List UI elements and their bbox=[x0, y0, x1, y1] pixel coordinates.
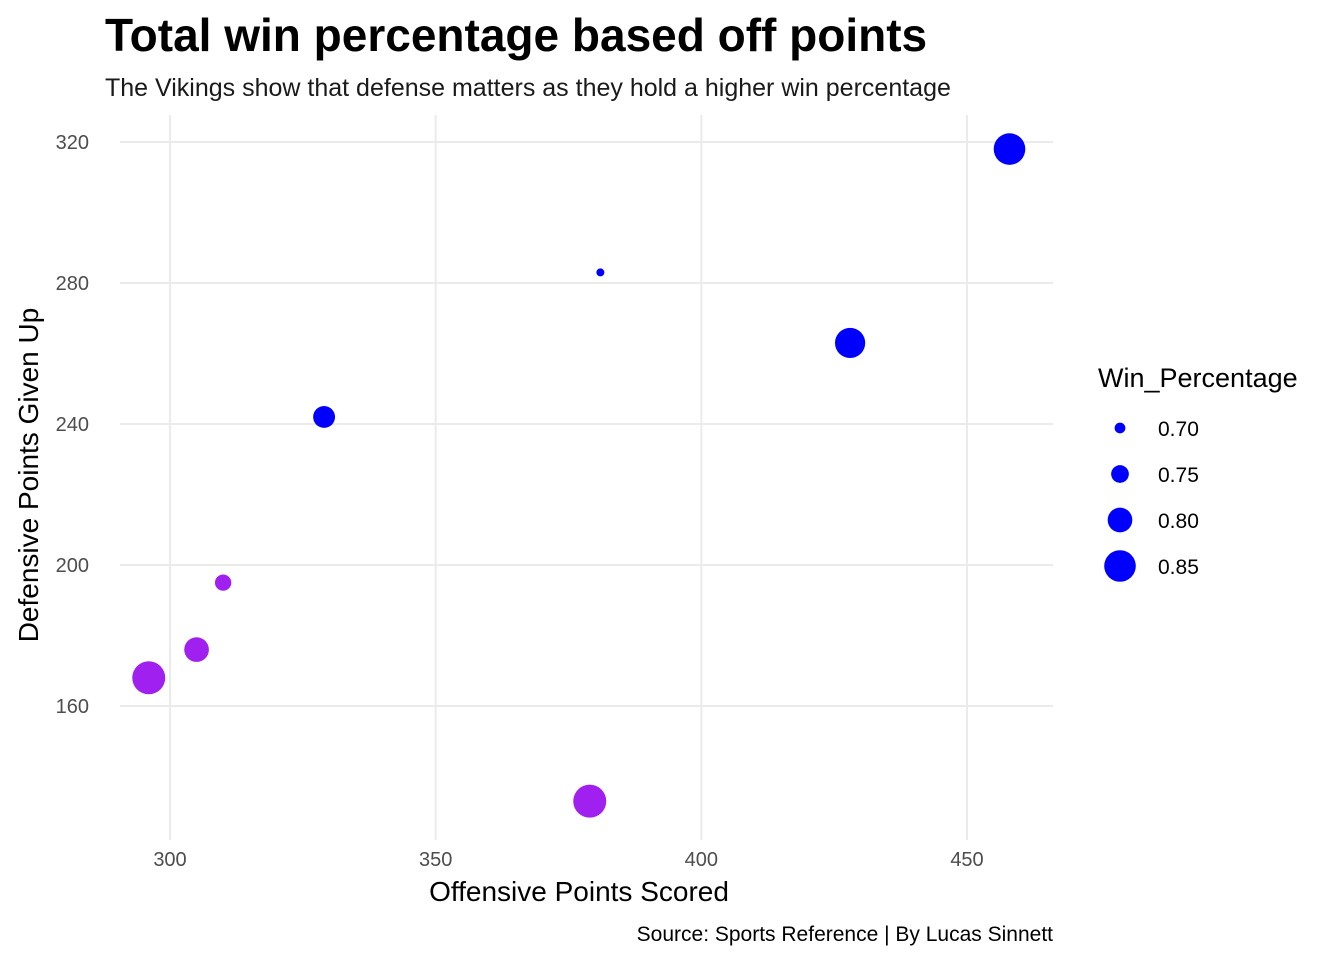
data-points bbox=[132, 133, 1026, 818]
y-tick-label: 240 bbox=[56, 414, 89, 436]
data-point bbox=[313, 406, 336, 428]
legend-label: 0.70 bbox=[1158, 418, 1199, 441]
x-tick-label: 450 bbox=[950, 849, 983, 871]
x-axis-ticks: 300 350 400 450 bbox=[153, 849, 983, 871]
legend-key bbox=[1111, 465, 1129, 483]
chart-caption: Source: Sports Reference | By Lucas Sinn… bbox=[637, 923, 1054, 946]
legend-key bbox=[1107, 507, 1133, 533]
x-tick-label: 400 bbox=[685, 849, 718, 871]
legend-label: 0.75 bbox=[1158, 464, 1199, 487]
y-tick-label: 160 bbox=[56, 696, 89, 718]
chart-subtitle: The Vikings show that defense matters as… bbox=[105, 74, 951, 102]
data-point bbox=[573, 784, 607, 818]
legend-label: 0.80 bbox=[1158, 510, 1199, 533]
legend-title: Win_Percentage bbox=[1098, 363, 1298, 393]
y-tick-label: 320 bbox=[56, 132, 89, 154]
y-tick-label: 280 bbox=[56, 273, 89, 295]
y-tick-label: 200 bbox=[56, 555, 89, 577]
x-tick-label: 350 bbox=[419, 849, 452, 871]
y-axis-title: Defensive Points Given Up bbox=[13, 308, 44, 643]
data-point bbox=[993, 133, 1026, 165]
grid-lines bbox=[120, 115, 1053, 840]
chart-title: Total win percentage based off points bbox=[105, 9, 927, 61]
data-point bbox=[184, 637, 209, 662]
data-point bbox=[132, 661, 166, 695]
y-axis-ticks: 160 200 240 280 320 bbox=[56, 132, 89, 718]
data-point bbox=[214, 574, 232, 591]
legend: Win_Percentage 0.70 0.75 0.80 0.85 bbox=[1098, 363, 1298, 582]
legend-label: 0.85 bbox=[1158, 556, 1199, 579]
legend-key bbox=[1104, 550, 1136, 582]
x-axis-title: Offensive Points Scored bbox=[429, 876, 729, 907]
data-point bbox=[596, 268, 605, 277]
data-point bbox=[834, 327, 866, 359]
x-tick-label: 300 bbox=[153, 849, 186, 871]
legend-key bbox=[1114, 422, 1126, 434]
